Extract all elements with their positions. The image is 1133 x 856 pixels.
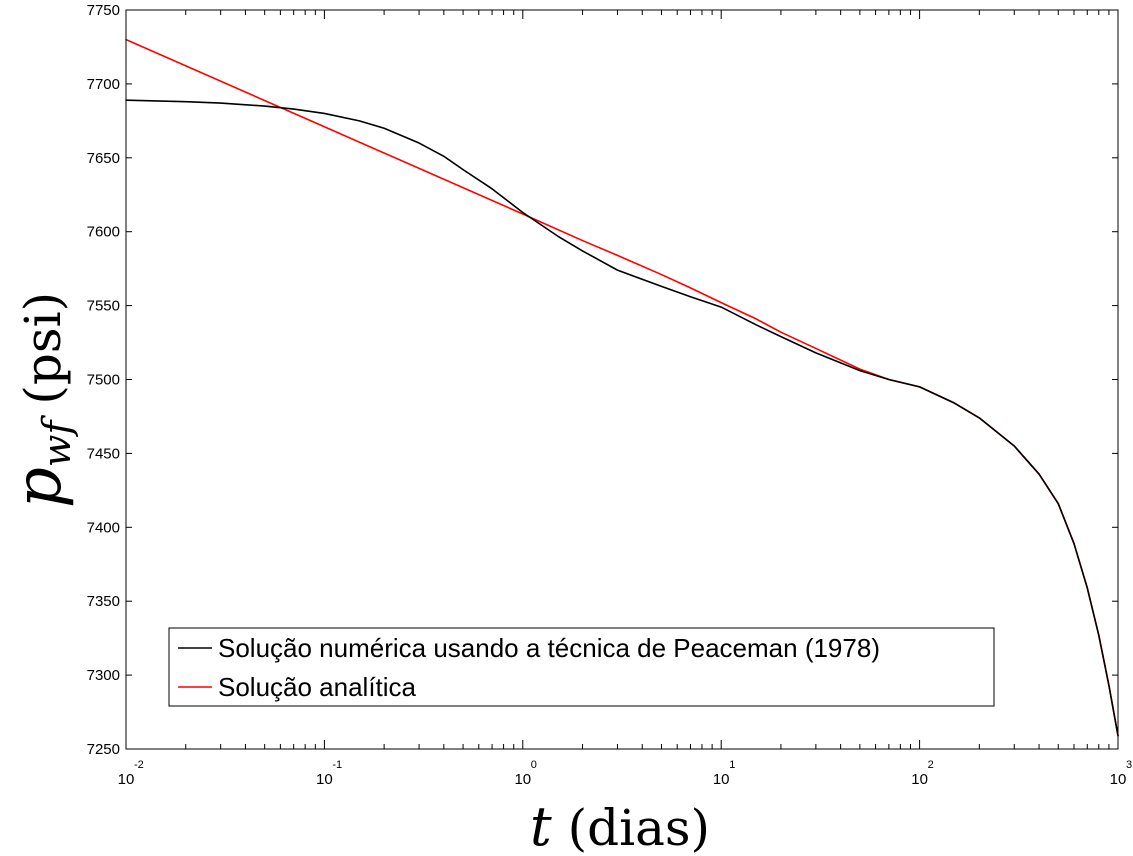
x-tick-label-exp: 1 <box>729 759 735 771</box>
x-tick-label-exp: -1 <box>332 759 342 771</box>
x-tick-label-exp: -2 <box>134 759 144 771</box>
y-tick-label: 7250 <box>87 741 120 758</box>
y-axis-title: pwf (psi) <box>2 292 79 508</box>
legend-box <box>168 627 995 707</box>
x-tick-label-exp: 3 <box>1126 759 1132 771</box>
x-axis-unit: (dias) <box>568 799 710 856</box>
y-tick-label: 7650 <box>87 150 120 167</box>
x-tick-label-base: 10 <box>911 771 928 788</box>
legend-label-analytic: Solução analítica <box>218 672 417 702</box>
y-tick-label: 7550 <box>87 298 120 315</box>
y-tick-label: 7600 <box>87 224 120 241</box>
y-axis-sub: wf <box>35 415 79 468</box>
y-tick-label: 7750 <box>87 2 120 19</box>
y-axis-var: p <box>2 467 76 508</box>
x-tick-label-exp: 0 <box>531 759 537 771</box>
legend-label-numeric: Solução numérica usando a técnica de Pea… <box>218 633 880 663</box>
x-tick-label-base: 10 <box>118 771 135 788</box>
y-tick-label: 7500 <box>87 372 120 389</box>
x-tick-label-base: 10 <box>1110 771 1127 788</box>
x-tick-label-base: 10 <box>316 771 333 788</box>
x-tick-label-base: 10 <box>514 771 531 788</box>
y-tick-label: 7700 <box>87 76 120 93</box>
ticks-layer: 7250 7300 7350 7400 7450 7500 7550 7600 7650 7700… <box>87 2 1133 788</box>
x-axis-var: t <box>530 795 552 856</box>
y-tick-label: 7350 <box>87 593 120 610</box>
legend: Solução numérica usando a técnica de Pea… <box>168 627 995 707</box>
series-line-numeric <box>125 99 1119 737</box>
y-tick-label: 7450 <box>87 445 120 462</box>
y-axis-unit: (psi) <box>14 292 72 405</box>
series-layer <box>125 38 1119 737</box>
y-tick-label: 7400 <box>87 519 120 536</box>
x-tick-label-exp: 2 <box>928 759 934 771</box>
y-tick-label: 7300 <box>87 667 120 684</box>
x-tick-label-base: 10 <box>713 771 730 788</box>
x-axis-title: t (dias) <box>530 795 710 856</box>
